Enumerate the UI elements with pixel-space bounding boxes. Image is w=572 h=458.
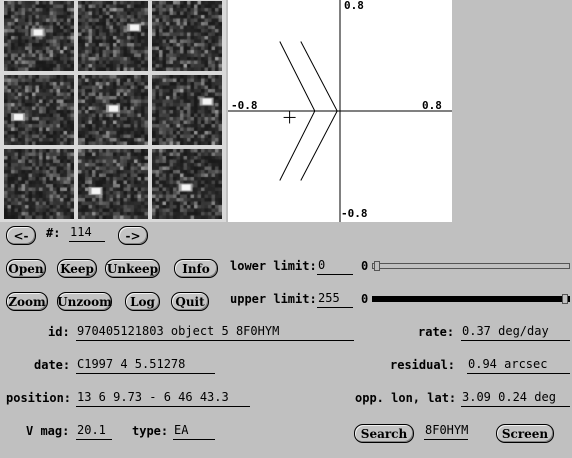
- axis-label-left: -0.8: [231, 99, 258, 112]
- axis-label-top: 0.8: [344, 0, 364, 12]
- thumbnail-5[interactable]: [78, 75, 148, 145]
- log-button[interactable]: Log: [125, 292, 160, 311]
- thumbnail-4[interactable]: [4, 75, 74, 145]
- thumbnail-grid: [0, 0, 226, 222]
- type-field[interactable]: EA: [173, 423, 215, 440]
- axis-label-bottom: -0.8: [341, 207, 368, 220]
- upper-limit-slider[interactable]: [372, 296, 570, 302]
- info-button[interactable]: Info: [174, 259, 218, 278]
- id-label: id:: [48, 325, 70, 339]
- lower-limit-field[interactable]: 0: [317, 258, 353, 275]
- motion-plot[interactable]: 0.8 -0.8 -0.8 0.8: [228, 0, 452, 222]
- search-field[interactable]: 8F0HYM: [424, 423, 468, 440]
- next-button[interactable]: ->: [118, 226, 148, 245]
- date-field[interactable]: C1997 4 5.51278: [76, 357, 215, 374]
- search-button[interactable]: Search: [354, 424, 414, 443]
- quit-button[interactable]: Quit: [171, 292, 209, 311]
- blank-panel: [452, 0, 572, 222]
- chevron-inner: [279, 41, 316, 181]
- number-label: #:: [46, 226, 61, 240]
- opp-label: opp. lon, lat:: [355, 391, 457, 405]
- number-field[interactable]: 114: [69, 225, 105, 242]
- lower-limit-slider[interactable]: [372, 263, 570, 269]
- thumbnail-3[interactable]: [152, 1, 222, 71]
- position-label: position:: [6, 391, 72, 405]
- residual-field[interactable]: 0.94 arcsec: [467, 357, 570, 374]
- lower-slider-value: 0: [361, 259, 369, 273]
- chevron-outer: [300, 41, 338, 181]
- upper-slider-value: 0: [361, 292, 369, 306]
- thumbnail-2[interactable]: [78, 1, 148, 71]
- thumbnail-1[interactable]: [4, 1, 74, 71]
- upper-limit-slider-knob[interactable]: [562, 294, 568, 304]
- open-button[interactable]: Open: [6, 259, 46, 278]
- vmag-field[interactable]: 20.1: [76, 423, 112, 440]
- type-label: type:: [132, 424, 169, 438]
- lower-limit-slider-knob[interactable]: [374, 261, 380, 271]
- upper-limit-label: upper limit:: [230, 292, 317, 306]
- thumbnail-9[interactable]: [152, 149, 222, 219]
- upper-limit-field[interactable]: 255: [317, 291, 353, 308]
- lower-limit-label: lower limit:: [230, 259, 317, 273]
- thumbnail-8[interactable]: [78, 149, 148, 219]
- position-field[interactable]: 13 6 9.73 - 6 46 43.3: [76, 390, 250, 407]
- unkeep-button[interactable]: Unkeep: [105, 259, 160, 278]
- thumbnail-7[interactable]: [4, 149, 74, 219]
- rate-field[interactable]: 0.37 deg/day: [461, 324, 570, 341]
- vmag-label: V mag:: [26, 424, 70, 438]
- unzoom-button[interactable]: Unzoom: [57, 292, 112, 311]
- date-label: date:: [34, 358, 71, 372]
- opp-field[interactable]: 3.09 0.24 deg: [461, 390, 570, 407]
- rate-label: rate:: [418, 325, 455, 339]
- keep-button[interactable]: Keep: [57, 259, 97, 278]
- prev-button[interactable]: <-: [6, 226, 36, 245]
- axis-label-right: 0.8: [422, 99, 442, 112]
- screen-button[interactable]: Screen: [496, 424, 554, 443]
- zoom-button[interactable]: Zoom: [6, 292, 48, 311]
- thumbnail-6[interactable]: [152, 75, 222, 145]
- id-field[interactable]: 970405121803 object 5 8F0HYM: [76, 324, 354, 341]
- residual-label: residual:: [390, 358, 456, 372]
